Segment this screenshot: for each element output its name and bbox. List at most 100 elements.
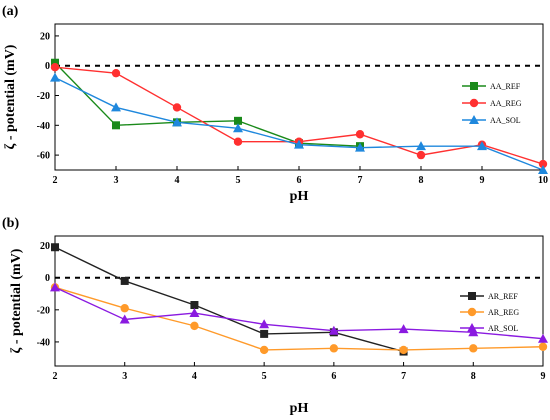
legend-label: AR_REG bbox=[488, 308, 519, 317]
x-tick-label: 3 bbox=[114, 175, 119, 186]
series-AA_REG bbox=[50, 63, 548, 169]
x-tick-label: 7 bbox=[401, 371, 406, 382]
y-tick-label: 20 bbox=[40, 31, 50, 42]
series-AR_REG bbox=[50, 283, 548, 355]
data-point bbox=[51, 243, 59, 252]
x-tick-label: 3 bbox=[122, 371, 127, 382]
series-AA_SOL bbox=[50, 72, 548, 174]
data-point bbox=[469, 344, 478, 353]
data-point bbox=[355, 142, 365, 152]
x-tick-label: 5 bbox=[262, 371, 267, 382]
y-axis-label: ζ - potential (mV) bbox=[3, 44, 18, 149]
data-point bbox=[120, 304, 129, 313]
series-AR_SOL bbox=[50, 282, 548, 343]
plot-frame bbox=[54, 235, 544, 367]
data-point bbox=[51, 58, 59, 67]
data-point bbox=[233, 123, 243, 133]
x-tick-label: 7 bbox=[358, 175, 363, 186]
series-AA_REF bbox=[51, 58, 364, 151]
y-tick-label: -40 bbox=[37, 337, 50, 348]
y-axis-label: ζ - potential (mV) bbox=[9, 248, 24, 353]
y-tick-label: -20 bbox=[37, 305, 50, 316]
legend-entry: AR_SOL bbox=[460, 323, 518, 333]
x-tick-label: 4 bbox=[175, 175, 180, 186]
y-tick-label: 0 bbox=[45, 61, 50, 72]
series-line bbox=[54, 62, 361, 147]
data-point bbox=[538, 333, 548, 343]
data-point bbox=[172, 117, 182, 127]
legend-entry: AR_REG bbox=[460, 307, 519, 317]
panel-label: (a) bbox=[2, 4, 19, 19]
series-line bbox=[54, 286, 544, 340]
x-tick-label: 8 bbox=[419, 175, 424, 186]
x-tick-label: 5 bbox=[236, 175, 241, 186]
series-line bbox=[54, 246, 404, 353]
x-tick-label: 2 bbox=[53, 371, 58, 382]
data-point bbox=[355, 130, 365, 139]
series-line bbox=[54, 286, 544, 351]
series-line bbox=[54, 66, 544, 165]
chart-panel-2: (b) 2 3 4 5 6 7 8 9 20 0 -20 -40 pH ζ - potential (mV)… bbox=[2, 216, 548, 416]
x-tick-label: 2 bbox=[53, 175, 58, 186]
data-point bbox=[233, 137, 243, 146]
legend-label: AA_REG bbox=[490, 99, 522, 108]
data-point bbox=[50, 72, 60, 82]
data-point bbox=[189, 308, 200, 318]
legend-label: AA_REF bbox=[490, 82, 521, 91]
x-tick-label: 9 bbox=[480, 175, 485, 186]
data-point bbox=[234, 116, 242, 125]
legend-entry: AA_REF bbox=[462, 82, 521, 91]
series-AR_REF bbox=[51, 243, 408, 356]
x-tick-label: 10 bbox=[538, 175, 548, 186]
x-tick-label: 8 bbox=[471, 371, 476, 382]
data-point bbox=[416, 141, 426, 151]
data-point bbox=[111, 68, 121, 78]
data-point bbox=[50, 63, 60, 72]
data-point bbox=[50, 282, 60, 292]
legend-marker bbox=[470, 82, 478, 90]
x-axis-label: pH bbox=[290, 401, 309, 416]
data-point bbox=[259, 319, 270, 329]
y-tick-label: 20 bbox=[40, 241, 50, 252]
y-tick-label: -20 bbox=[37, 91, 50, 102]
legend-marker bbox=[469, 98, 479, 108]
data-point bbox=[259, 345, 269, 355]
data-point bbox=[329, 344, 339, 353]
data-point bbox=[538, 342, 548, 351]
data-point bbox=[416, 150, 426, 160]
data-point bbox=[119, 314, 130, 324]
legend-marker bbox=[467, 323, 477, 332]
x-tick-label: 4 bbox=[192, 371, 197, 382]
legend-entry: AR_REF bbox=[460, 292, 518, 301]
data-point bbox=[190, 301, 199, 310]
data-point bbox=[399, 345, 408, 355]
panel-label: (b) bbox=[2, 216, 19, 231]
data-point bbox=[538, 159, 548, 169]
data-point bbox=[328, 325, 339, 335]
chart-panel-1: (a) 2 3 4 5 6 7 8 9 10 20 0 -20 -40 -60 pH ζ - potential… bbox=[2, 4, 548, 204]
x-tick-label: 9 bbox=[541, 371, 546, 382]
y-tick-label: 0 bbox=[45, 273, 50, 284]
data-point bbox=[190, 321, 199, 331]
legend-marker bbox=[467, 307, 477, 317]
legend-label: AR_REF bbox=[488, 292, 518, 301]
data-point bbox=[111, 102, 121, 112]
data-point bbox=[172, 103, 182, 112]
legend-entry: AA_SOL bbox=[462, 115, 521, 125]
data-point bbox=[294, 139, 304, 149]
legend-marker bbox=[469, 115, 479, 124]
x-tick-label: 6 bbox=[297, 175, 302, 186]
y-tick-label: -40 bbox=[37, 121, 50, 132]
data-point bbox=[260, 329, 269, 338]
data-point bbox=[398, 324, 409, 334]
legend-label: AA_SOL bbox=[490, 116, 521, 125]
legend-entry: AA_REG bbox=[462, 98, 522, 108]
data-point bbox=[112, 121, 120, 130]
legend-label: AR_SOL bbox=[488, 324, 518, 333]
data-point bbox=[477, 141, 487, 151]
legend-marker bbox=[468, 292, 476, 300]
y-tick-label: -60 bbox=[37, 151, 50, 162]
x-tick-label: 6 bbox=[331, 371, 336, 382]
x-axis-label: pH bbox=[290, 189, 309, 204]
